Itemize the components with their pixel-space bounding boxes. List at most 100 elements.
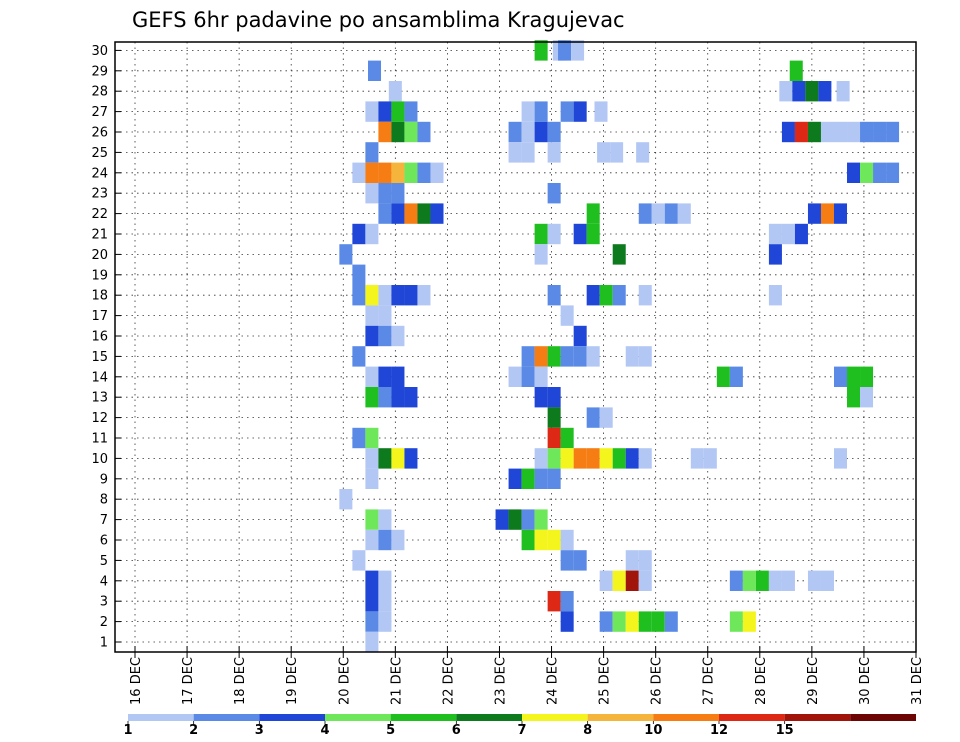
y-tick-label: 10 [91, 452, 108, 467]
y-tick-label: 25 [91, 146, 108, 161]
data-cell [560, 427, 574, 449]
data-cell [638, 611, 652, 632]
data-cell [781, 570, 795, 591]
data-cell [547, 142, 561, 163]
data-cell [594, 101, 608, 122]
data-cell [573, 346, 587, 367]
data-cell [495, 509, 509, 530]
data-cell [521, 101, 535, 122]
colorbar-swatch [719, 714, 785, 721]
data-cell [365, 570, 379, 591]
colorbar-swatch [259, 714, 325, 721]
data-cell [547, 121, 561, 143]
data-cell [534, 509, 548, 530]
data-cell [805, 81, 819, 102]
data-cell [365, 468, 379, 489]
data-cell [794, 223, 808, 245]
data-cell [599, 448, 613, 469]
x-tick-label: 17 DEC [181, 657, 196, 705]
data-cell [404, 121, 418, 143]
data-cell [534, 101, 548, 122]
data-cell [365, 162, 379, 183]
data-cell [560, 529, 574, 551]
data-cell [820, 203, 834, 224]
data-cell [768, 223, 782, 245]
colorbar-label: 4 [320, 723, 329, 738]
data-cell [651, 203, 665, 224]
data-cell [534, 366, 548, 387]
data-cell [534, 448, 548, 469]
data-cell [599, 570, 613, 591]
y-tick-label: 21 [91, 228, 108, 243]
data-cell [417, 121, 431, 143]
data-cell [378, 611, 392, 632]
y-tick-label: 19 [91, 268, 108, 283]
data-cell [547, 407, 561, 428]
data-cell [352, 427, 366, 449]
data-cell [586, 448, 600, 469]
x-tick-label: 27 DEC [702, 657, 717, 705]
data-cell [534, 387, 548, 408]
data-cell [365, 285, 379, 306]
data-cell [597, 142, 611, 163]
data-cell [391, 203, 405, 224]
data-cell [847, 121, 861, 143]
colorbar: 1 2 3 4 5 6 7 8 10 12 15 [123, 714, 916, 738]
data-cell [339, 489, 353, 510]
colorbar-swatch [193, 714, 260, 721]
data-cell [833, 366, 848, 387]
data-cell [547, 387, 561, 408]
data-cell [716, 366, 730, 387]
data-cell [430, 162, 444, 183]
data-cell [534, 40, 548, 61]
data-cell [560, 346, 574, 367]
colorbar-swatch [850, 714, 916, 721]
colorbar-label: 12 [710, 723, 728, 738]
x-tick-label: 20 DEC [337, 657, 352, 705]
data-cell [391, 387, 405, 408]
data-cell [560, 448, 574, 469]
y-tick-label: 3 [100, 595, 108, 610]
data-cell [521, 509, 535, 530]
y-tick-label: 1 [100, 636, 108, 651]
data-cell [873, 121, 887, 143]
data-cell [417, 203, 431, 224]
x-tick-label: 21 DEC [389, 657, 404, 705]
data-cell [378, 162, 392, 183]
x-tick-label: 31 DEC [910, 657, 925, 705]
x-tick-label: 16 DEC [129, 657, 144, 705]
data-cell [847, 366, 861, 387]
y-tick-label: 7 [100, 513, 108, 528]
x-tick-label: 23 DEC [493, 657, 508, 705]
data-cell [352, 285, 366, 306]
y-tick-label: 23 [91, 187, 108, 202]
data-cell [534, 468, 548, 489]
data-cell [625, 550, 639, 571]
data-cell [378, 591, 392, 612]
y-tick-label: 14 [91, 370, 108, 385]
data-cell [534, 121, 548, 143]
data-cell [352, 223, 366, 245]
data-cell [638, 203, 652, 224]
data-cell [391, 325, 405, 347]
data-cell [391, 285, 405, 306]
data-cell [404, 162, 418, 183]
data-cell [833, 121, 848, 143]
data-cell [886, 121, 900, 143]
data-cell [378, 325, 392, 347]
data-cell [860, 121, 874, 143]
data-cell [391, 183, 405, 204]
data-cell [860, 366, 874, 387]
y-tick-label: 5 [100, 554, 108, 569]
colorbar-swatch [390, 714, 457, 721]
data-cell [352, 550, 366, 571]
colorbar-swatch [653, 714, 719, 721]
data-cell [521, 529, 535, 551]
data-cell [573, 448, 587, 469]
data-cell [378, 285, 392, 306]
data-cell [586, 203, 600, 224]
data-cell [742, 611, 756, 632]
data-cell [521, 468, 535, 489]
y-tick-label: 4 [100, 574, 108, 589]
data-cell [560, 611, 574, 632]
